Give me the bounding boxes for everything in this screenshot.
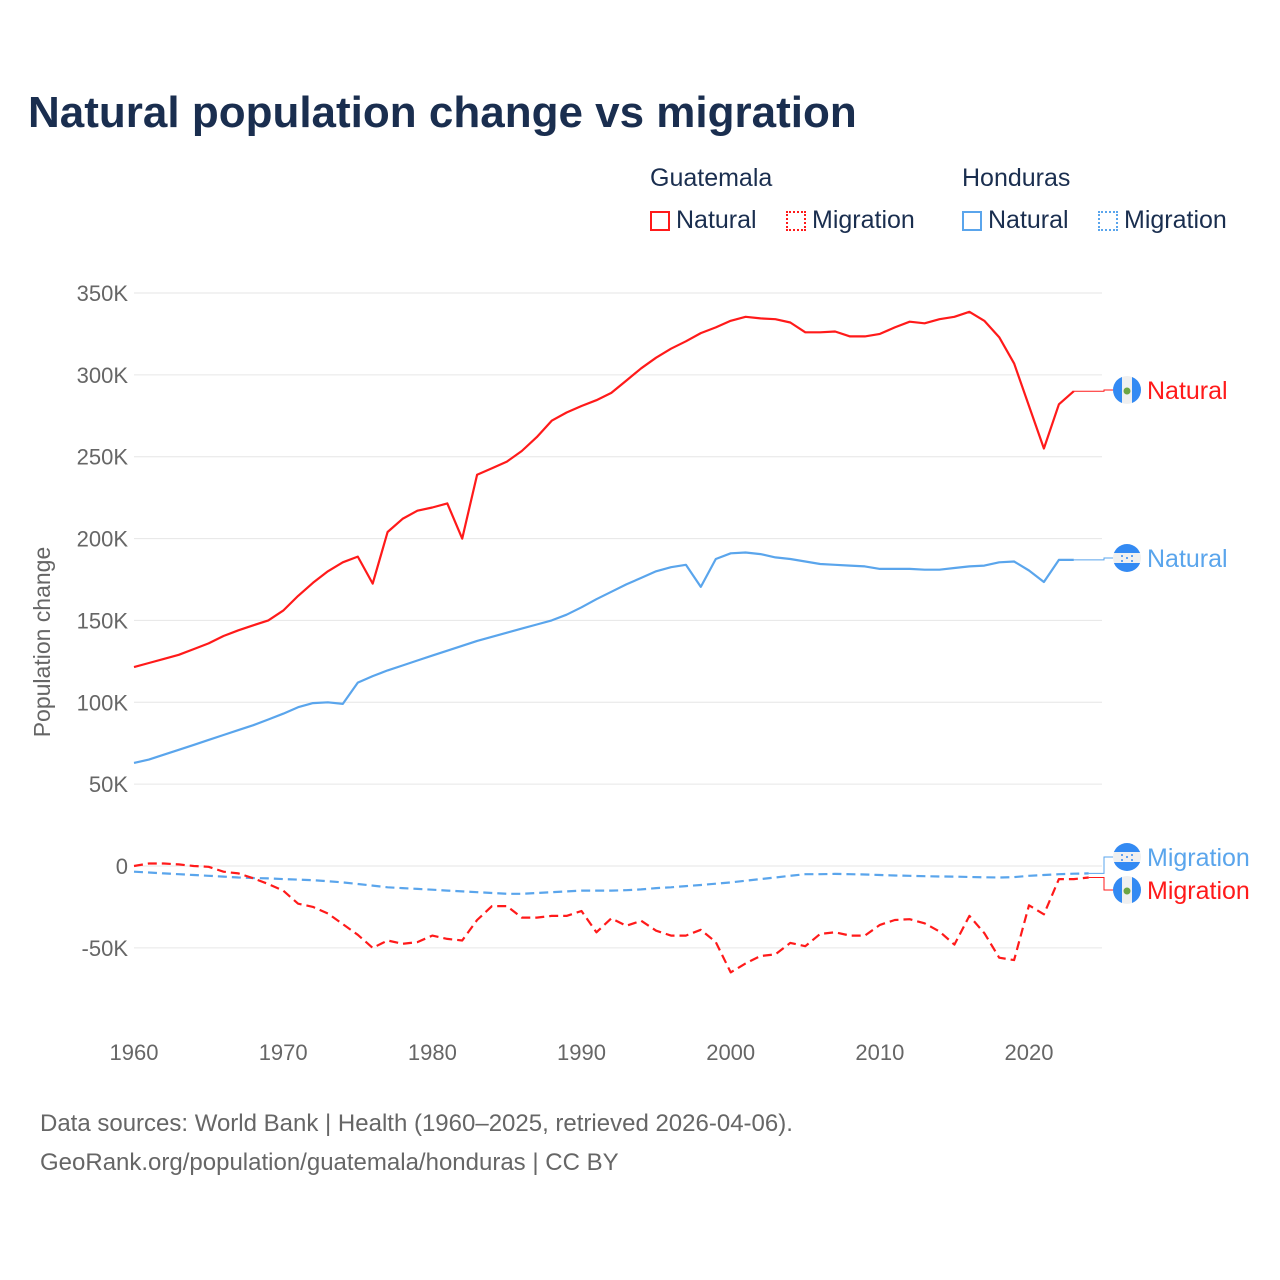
x-tick-label: 2000 bbox=[706, 1040, 755, 1065]
y-tick-label: 250K bbox=[77, 445, 129, 470]
end-label: Natural bbox=[1147, 377, 1228, 405]
y-tick-label: 150K bbox=[77, 608, 129, 633]
legend-swatch-dotted-blue bbox=[1098, 210, 1118, 231]
legend-swatch-dotted-red bbox=[786, 210, 806, 231]
y-tick-label: 300K bbox=[77, 363, 129, 388]
guatemala-flag-icon bbox=[1113, 876, 1141, 904]
y-tick-label: 50K bbox=[89, 772, 128, 797]
label-connector bbox=[1088, 876, 1113, 891]
legend-honduras-natural[interactable]: Natural bbox=[962, 206, 1069, 235]
legend-label: Natural bbox=[988, 206, 1069, 234]
legend-label: Migration bbox=[1124, 206, 1227, 234]
honduras-flag-icon bbox=[1113, 843, 1141, 871]
legend-guatemala-natural[interactable]: Natural bbox=[650, 206, 757, 235]
legend-group-guatemala: Guatemala bbox=[650, 164, 773, 192]
legend-swatch-solid-red bbox=[650, 210, 670, 231]
series-line-guatemala-natural bbox=[133, 310, 1075, 669]
y-axis-label: Population change bbox=[29, 547, 55, 738]
footer-sources: Data sources: World Bank | Health (1960–… bbox=[40, 1110, 793, 1137]
y-tick-label: 350K bbox=[77, 281, 129, 306]
y-tick-label: -50K bbox=[82, 936, 129, 961]
x-tick-label: 2020 bbox=[1005, 1040, 1054, 1065]
label-connector bbox=[1088, 856, 1113, 874]
x-tick-label: 1960 bbox=[110, 1040, 159, 1065]
legend-honduras-migration[interactable]: Migration bbox=[1098, 206, 1227, 235]
end-label: Migration bbox=[1147, 877, 1250, 905]
x-tick-label: 1970 bbox=[259, 1040, 308, 1065]
label-connector bbox=[1073, 389, 1113, 392]
end-label: Migration bbox=[1147, 844, 1250, 872]
legend-guatemala-migration[interactable]: Migration bbox=[786, 206, 915, 235]
y-tick-label: 0 bbox=[116, 854, 128, 879]
y-tick-label: 100K bbox=[77, 690, 129, 715]
legend-group-honduras: Honduras bbox=[962, 164, 1071, 192]
legend-swatch-solid-blue bbox=[962, 210, 982, 231]
label-connector bbox=[1073, 557, 1113, 561]
footer-attribution: GeoRank.org/population/guatemala/hondura… bbox=[40, 1149, 619, 1176]
x-tick-label: 1990 bbox=[557, 1040, 606, 1065]
y-tick-label: 200K bbox=[77, 527, 129, 552]
legend-label: Natural bbox=[676, 206, 757, 234]
honduras-flag-icon bbox=[1113, 544, 1141, 572]
series-line-honduras-migration bbox=[133, 870, 1089, 895]
x-tick-label: 1980 bbox=[408, 1040, 457, 1065]
chart-title: Natural population change vs migration bbox=[28, 88, 857, 137]
legend-label: Migration bbox=[812, 206, 915, 234]
end-label: Natural bbox=[1147, 545, 1228, 573]
series-line-honduras-natural bbox=[133, 551, 1074, 764]
x-tick-label: 2010 bbox=[855, 1040, 904, 1065]
guatemala-flag-icon bbox=[1113, 376, 1141, 404]
